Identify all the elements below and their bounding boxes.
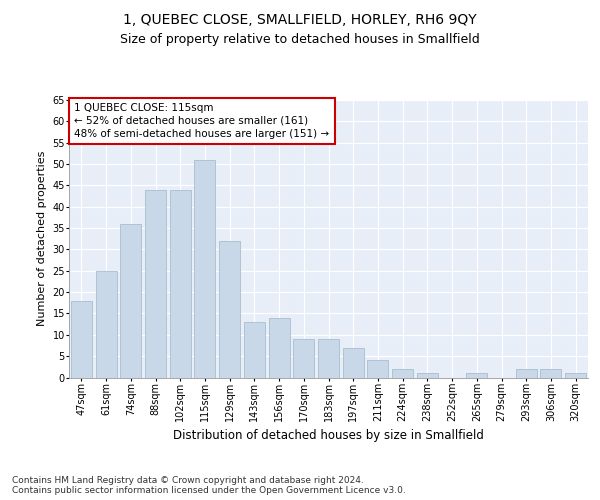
Text: Contains HM Land Registry data © Crown copyright and database right 2024.
Contai: Contains HM Land Registry data © Crown c… xyxy=(12,476,406,495)
Bar xyxy=(466,373,487,378)
Bar xyxy=(269,318,290,378)
Bar xyxy=(293,339,314,378)
Bar xyxy=(318,339,339,378)
Bar xyxy=(367,360,388,378)
Bar xyxy=(516,369,537,378)
Bar xyxy=(194,160,215,378)
Bar xyxy=(145,190,166,378)
Bar xyxy=(95,271,116,378)
Text: 1, QUEBEC CLOSE, SMALLFIELD, HORLEY, RH6 9QY: 1, QUEBEC CLOSE, SMALLFIELD, HORLEY, RH6… xyxy=(123,12,477,26)
Bar xyxy=(565,373,586,378)
X-axis label: Distribution of detached houses by size in Smallfield: Distribution of detached houses by size … xyxy=(173,430,484,442)
Text: Size of property relative to detached houses in Smallfield: Size of property relative to detached ho… xyxy=(120,32,480,46)
Bar xyxy=(170,190,191,378)
Bar xyxy=(541,369,562,378)
Bar xyxy=(244,322,265,378)
Bar xyxy=(120,224,141,378)
Text: 1 QUEBEC CLOSE: 115sqm
← 52% of detached houses are smaller (161)
48% of semi-de: 1 QUEBEC CLOSE: 115sqm ← 52% of detached… xyxy=(74,103,329,139)
Bar xyxy=(417,373,438,378)
Bar xyxy=(343,348,364,378)
Bar xyxy=(219,241,240,378)
Bar xyxy=(71,300,92,378)
Y-axis label: Number of detached properties: Number of detached properties xyxy=(37,151,47,326)
Bar xyxy=(392,369,413,378)
